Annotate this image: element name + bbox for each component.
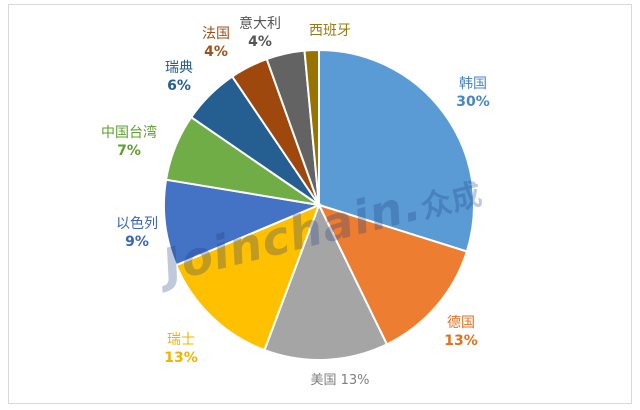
label-switzerland: 瑞士 13% xyxy=(164,331,198,367)
label-sweden: 瑞典 6% xyxy=(165,59,193,95)
label-germany-name: 德国 xyxy=(446,315,475,331)
label-france: 法国 4% xyxy=(202,25,230,61)
label-switzerland-name: 瑞士 xyxy=(166,332,195,348)
label-germany-pct: 13% xyxy=(444,333,478,349)
label-france-name: 法国 xyxy=(202,26,230,42)
label-italy-name: 意大利 xyxy=(239,16,281,32)
label-spain-name: 西班牙 xyxy=(309,23,351,39)
label-usa-name: 美国 xyxy=(310,373,337,388)
pie-slice-korea xyxy=(318,48,475,253)
label-switzerland-pct: 13% xyxy=(164,350,198,366)
pie-slice-switzerland xyxy=(174,203,321,352)
label-italy-pct: 4% xyxy=(248,34,272,50)
pie-slice-germany xyxy=(317,203,469,346)
pie-chart xyxy=(163,48,475,361)
label-taiwan: 中国台湾 7% xyxy=(101,124,157,160)
label-germany: 德国 13% xyxy=(444,314,478,350)
label-korea-name: 韩国 xyxy=(458,76,487,92)
label-sweden-name: 瑞典 xyxy=(165,60,193,76)
label-usa-pct: 13% xyxy=(340,373,370,388)
chart-frame: Joinchain.众成 韩国 30% 德国 13% 美国 13% 瑞士 13%… xyxy=(8,4,632,404)
label-sweden-pct: 6% xyxy=(167,78,191,94)
label-israel-pct: 9% xyxy=(125,234,149,250)
label-korea-pct: 30% xyxy=(456,94,490,110)
label-taiwan-pct: 7% xyxy=(117,143,141,159)
label-france-pct: 4% xyxy=(204,44,228,60)
label-spain: 西班牙 xyxy=(309,22,351,40)
label-taiwan-name: 中国台湾 xyxy=(101,125,157,141)
label-israel-name: 以色列 xyxy=(116,216,158,232)
pie-slice-spain xyxy=(303,48,320,206)
label-korea: 韩国 30% xyxy=(456,75,490,111)
pie-slice-israel xyxy=(163,178,323,267)
label-usa: 美国 13% xyxy=(310,372,369,390)
pie-slice-usa xyxy=(263,202,389,361)
label-israel: 以色列 9% xyxy=(116,215,158,251)
label-italy: 意大利 4% xyxy=(239,15,281,51)
